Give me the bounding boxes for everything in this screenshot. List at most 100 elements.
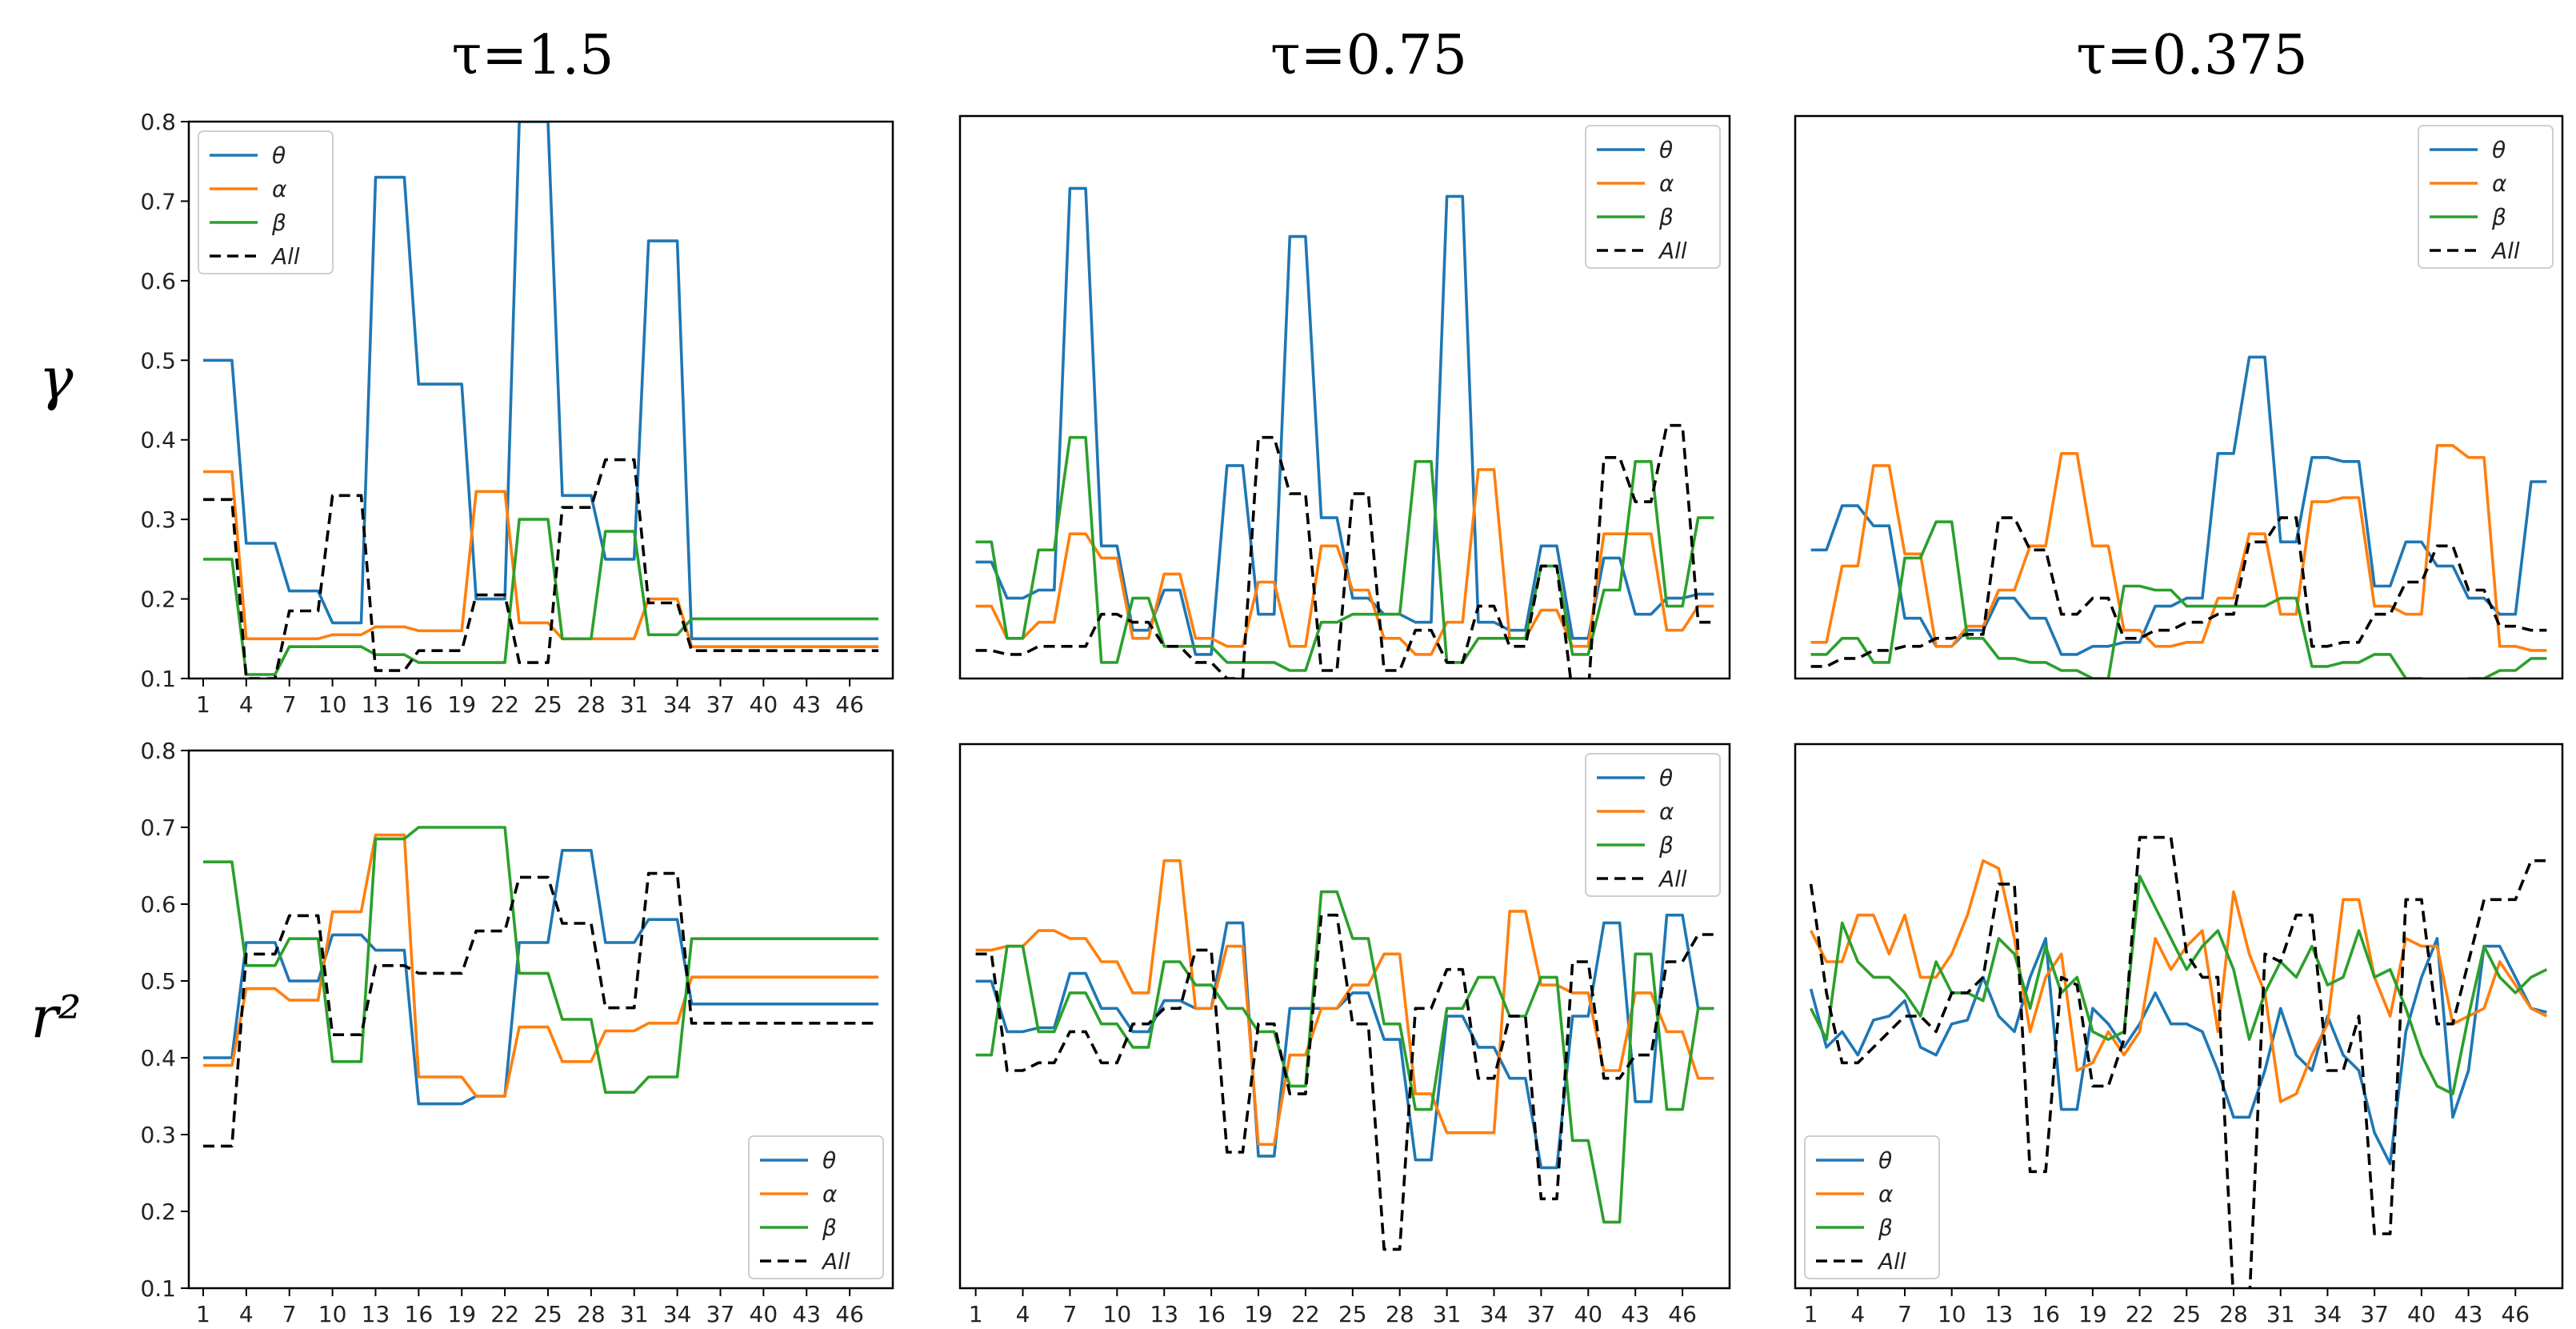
x-tick-label: 28 [1386, 1301, 1414, 1327]
y-tick-label: 0.1 [140, 666, 176, 692]
series-line-alpha [203, 470, 878, 649]
x-tick-label: 13 [362, 1301, 390, 1327]
x-tick-label: 16 [405, 691, 434, 718]
column-title-2: τ=0.75 [1270, 24, 1467, 87]
x-tick-label: 34 [2314, 1301, 2342, 1327]
legend-label-theta: θ [1659, 765, 1673, 791]
x-tick-label: 31 [620, 691, 649, 718]
legend-label-alpha: α [2492, 170, 2507, 197]
legend-label-theta: θ [1878, 1147, 1892, 1174]
panel-1: 0.1 0.2 0.3 0.4 0.5 0.6 0.7 0.8 1 4 7 10 13 16 19 22 25 2… [140, 109, 894, 718]
x-tick-label: 31 [1433, 1301, 1462, 1327]
x-tick-label: 31 [620, 1301, 649, 1327]
x-tick-label: 4 [239, 691, 254, 718]
y-tick-label: 0.5 [140, 968, 176, 995]
series-group [975, 859, 1714, 1251]
x-tick-label: 25 [1338, 1301, 1367, 1327]
x-tick-label: 28 [577, 1301, 606, 1327]
x-tick-label: 16 [405, 1301, 434, 1327]
legend-label-all: All [1877, 1248, 1906, 1275]
x-tick-label: 19 [2078, 1301, 2107, 1327]
x-tick-label: 46 [1668, 1301, 1697, 1327]
legend: θαβ All [198, 130, 334, 274]
x-tick-label: 13 [362, 691, 390, 718]
plot-frame [187, 749, 894, 1290]
panel-2: θαβ All [958, 114, 1731, 680]
series-line-beta [975, 890, 1714, 1224]
x-tick-label: 40 [1574, 1301, 1602, 1327]
plot-frame [187, 120, 894, 680]
y-tick-label: 0.5 [140, 347, 176, 374]
x-tick-label: 10 [1938, 1301, 1966, 1327]
series-line-beta [1810, 520, 2547, 679]
series-line-all [1810, 516, 2547, 668]
y-tick-label: 0.7 [140, 815, 176, 841]
legend-box [1585, 753, 1721, 897]
legend-label-all: All [821, 1248, 850, 1275]
x-tick-label: 7 [282, 1301, 297, 1327]
x-tick-label: 13 [1985, 1301, 2014, 1327]
legend-label-all: All [1658, 238, 1687, 264]
panel-6: 1 4 7 10 13 16 19 22 25 28 31 34 37 40 43 46 θαβ All [1794, 743, 2564, 1327]
x-tick-label: 34 [663, 691, 692, 718]
plot-frame [1794, 743, 2564, 1290]
legend-label-alpha: α [272, 176, 287, 202]
legend-box [198, 130, 334, 274]
row-label-r2: r² [30, 983, 81, 1051]
x-tick-label: 28 [577, 691, 606, 718]
x-tick-label: 10 [1103, 1301, 1132, 1327]
x-tick-label: 43 [2454, 1301, 2483, 1327]
legend-label-theta: θ [1659, 137, 1673, 163]
legend: θαβ All [1804, 1135, 1940, 1279]
series-group [203, 122, 878, 679]
x-tick-label: 7 [1898, 1301, 1912, 1327]
series-group [1810, 355, 2547, 679]
x-tick-label: 16 [1197, 1301, 1226, 1327]
series-line-theta [1810, 355, 2547, 656]
series-line-beta [203, 826, 878, 1094]
x-tick-label: 7 [1063, 1301, 1078, 1327]
legend-label-theta: θ [2492, 137, 2506, 163]
plot-frame [958, 743, 1731, 1290]
x-tick-label: 43 [1621, 1301, 1650, 1327]
x-tick-label: 25 [534, 691, 562, 718]
legend-label-beta: β [2491, 204, 2506, 230]
x-tick-label: 46 [2501, 1301, 2530, 1327]
x-tick-label: 22 [490, 1301, 519, 1327]
series-line-alpha [1810, 443, 2547, 652]
legend-label-all: All [2490, 238, 2520, 264]
x-tick-label: 1 [1804, 1301, 1818, 1327]
series-line-alpha [975, 468, 1714, 656]
panel-5: 1 4 7 10 13 16 19 22 25 28 31 34 37 40 43 46 θαβ All [958, 743, 1731, 1327]
x-tick-label: 28 [2219, 1301, 2248, 1327]
legend-label-beta: β [822, 1215, 837, 1241]
legend-box [748, 1135, 884, 1279]
legend: θαβ All [1585, 125, 1721, 269]
series-line-all [975, 423, 1714, 679]
series-group [975, 186, 1714, 679]
y-tick-label: 0.8 [140, 109, 176, 135]
legend-label-alpha: α [1659, 799, 1674, 825]
legend-label-beta: β [1658, 832, 1674, 859]
x-tick-label: 25 [534, 1301, 562, 1327]
y-tick-label: 0.4 [140, 1045, 176, 1071]
legend-label-alpha: α [822, 1181, 838, 1207]
plot-frame [958, 114, 1731, 680]
x-tick-label: 25 [2172, 1301, 2201, 1327]
x-tick-label: 37 [2360, 1301, 2389, 1327]
x-tick-label: 31 [2266, 1301, 2295, 1327]
x-tick-label: 4 [1850, 1301, 1865, 1327]
legend-label-theta: θ [272, 142, 286, 169]
legend-label-theta: θ [822, 1147, 836, 1174]
x-tick-label: 40 [750, 691, 778, 718]
y-tick-label: 0.8 [140, 738, 176, 764]
row-label-gamma: γ [38, 345, 74, 412]
panel-4: 0.1 0.2 0.3 0.4 0.5 0.6 0.7 0.8 1 4 7 10 13 16 19 22 25 2… [140, 738, 894, 1327]
series-line-all [975, 913, 1714, 1251]
x-tick-label: 4 [1016, 1301, 1030, 1327]
x-tick-label: 16 [2031, 1301, 2060, 1327]
legend: θαβ All [1585, 753, 1721, 897]
legend-box [1804, 1135, 1940, 1279]
legend-label-all: All [270, 243, 300, 270]
x-tick-label: 37 [706, 691, 735, 718]
